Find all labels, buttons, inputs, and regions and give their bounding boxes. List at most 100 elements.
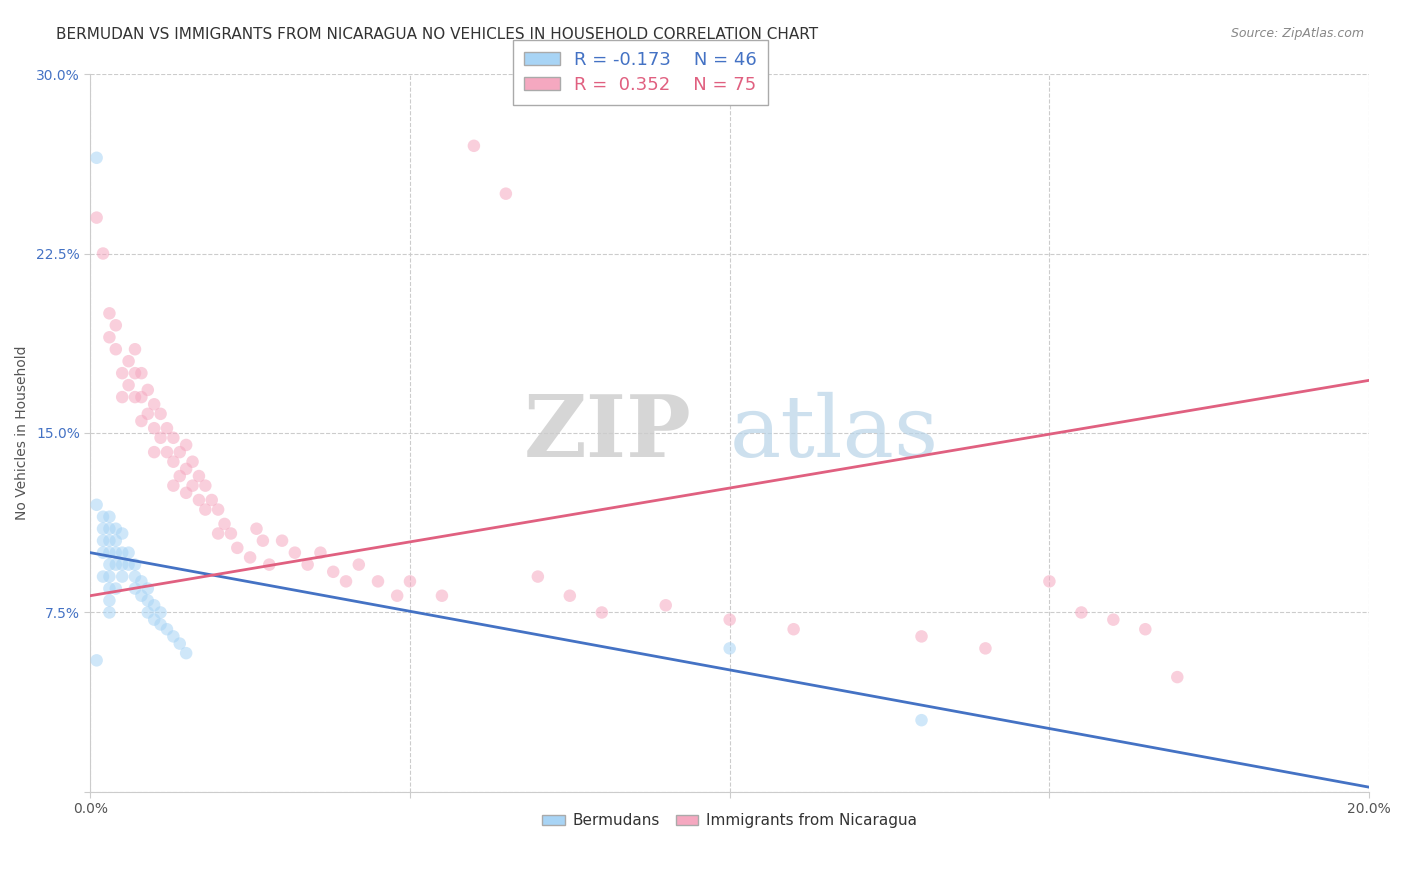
Point bbox=[187, 469, 209, 483]
Point bbox=[136, 593, 159, 607]
Point bbox=[149, 407, 172, 421]
Point bbox=[104, 318, 127, 333]
Point bbox=[111, 569, 134, 583]
Point bbox=[367, 574, 389, 589]
Point bbox=[98, 606, 121, 620]
Text: Source: ZipAtlas.com: Source: ZipAtlas.com bbox=[1230, 27, 1364, 40]
Point bbox=[86, 211, 108, 225]
Point bbox=[91, 509, 114, 524]
Point bbox=[117, 558, 139, 572]
Point bbox=[91, 533, 114, 548]
Point bbox=[558, 589, 581, 603]
Point bbox=[385, 589, 408, 603]
Point bbox=[463, 138, 485, 153]
Point bbox=[309, 546, 332, 560]
Point bbox=[297, 558, 319, 572]
Point bbox=[239, 550, 262, 565]
Point bbox=[214, 516, 236, 531]
Point bbox=[124, 343, 146, 357]
Point bbox=[347, 558, 370, 572]
Point bbox=[131, 366, 153, 380]
Point bbox=[226, 541, 249, 555]
Point bbox=[259, 558, 281, 572]
Point bbox=[284, 546, 307, 560]
Point bbox=[782, 622, 804, 636]
Point bbox=[174, 485, 197, 500]
Point bbox=[136, 582, 159, 596]
Point bbox=[1166, 670, 1188, 684]
Point bbox=[124, 582, 146, 596]
Point bbox=[149, 617, 172, 632]
Point bbox=[104, 533, 127, 548]
Point bbox=[111, 546, 134, 560]
Point bbox=[117, 546, 139, 560]
Point bbox=[162, 431, 184, 445]
Text: atlas: atlas bbox=[730, 392, 939, 475]
Point bbox=[527, 569, 550, 583]
Point bbox=[181, 455, 204, 469]
Y-axis label: No Vehicles in Household: No Vehicles in Household bbox=[15, 346, 30, 520]
Point bbox=[1135, 622, 1157, 636]
Point bbox=[143, 599, 166, 613]
Point bbox=[131, 574, 153, 589]
Point bbox=[910, 629, 932, 643]
Point bbox=[149, 431, 172, 445]
Point bbox=[156, 421, 179, 435]
Point bbox=[124, 558, 146, 572]
Point bbox=[399, 574, 422, 589]
Point bbox=[495, 186, 517, 201]
Point bbox=[91, 546, 114, 560]
Point bbox=[104, 558, 127, 572]
Point bbox=[104, 546, 127, 560]
Point bbox=[207, 526, 229, 541]
Point bbox=[131, 390, 153, 404]
Point bbox=[136, 606, 159, 620]
Point bbox=[104, 522, 127, 536]
Point bbox=[98, 306, 121, 320]
Point bbox=[86, 498, 108, 512]
Point bbox=[718, 641, 741, 656]
Point bbox=[143, 613, 166, 627]
Point bbox=[98, 582, 121, 596]
Point bbox=[131, 414, 153, 428]
Point bbox=[156, 445, 179, 459]
Point bbox=[187, 493, 209, 508]
Point bbox=[430, 589, 453, 603]
Point bbox=[91, 522, 114, 536]
Point bbox=[245, 522, 267, 536]
Point bbox=[98, 533, 121, 548]
Point bbox=[86, 151, 108, 165]
Point bbox=[174, 646, 197, 660]
Text: ZIP: ZIP bbox=[523, 391, 692, 475]
Point bbox=[271, 533, 294, 548]
Point bbox=[124, 390, 146, 404]
Point bbox=[910, 713, 932, 727]
Point bbox=[156, 622, 179, 636]
Point bbox=[98, 522, 121, 536]
Point bbox=[174, 462, 197, 476]
Point bbox=[169, 469, 191, 483]
Point bbox=[143, 397, 166, 411]
Point bbox=[322, 565, 344, 579]
Point bbox=[162, 629, 184, 643]
Point bbox=[219, 526, 242, 541]
Point bbox=[117, 354, 139, 368]
Point bbox=[201, 493, 224, 508]
Text: BERMUDAN VS IMMIGRANTS FROM NICARAGUA NO VEHICLES IN HOUSEHOLD CORRELATION CHART: BERMUDAN VS IMMIGRANTS FROM NICARAGUA NO… bbox=[56, 27, 818, 42]
Point bbox=[169, 445, 191, 459]
Point bbox=[974, 641, 997, 656]
Point bbox=[162, 478, 184, 492]
Point bbox=[143, 445, 166, 459]
Point bbox=[181, 478, 204, 492]
Point bbox=[98, 593, 121, 607]
Point bbox=[111, 558, 134, 572]
Point bbox=[98, 569, 121, 583]
Point bbox=[111, 526, 134, 541]
Point bbox=[136, 383, 159, 397]
Point bbox=[104, 343, 127, 357]
Point bbox=[124, 569, 146, 583]
Point bbox=[98, 330, 121, 344]
Point bbox=[169, 637, 191, 651]
Point bbox=[86, 653, 108, 667]
Point bbox=[591, 606, 613, 620]
